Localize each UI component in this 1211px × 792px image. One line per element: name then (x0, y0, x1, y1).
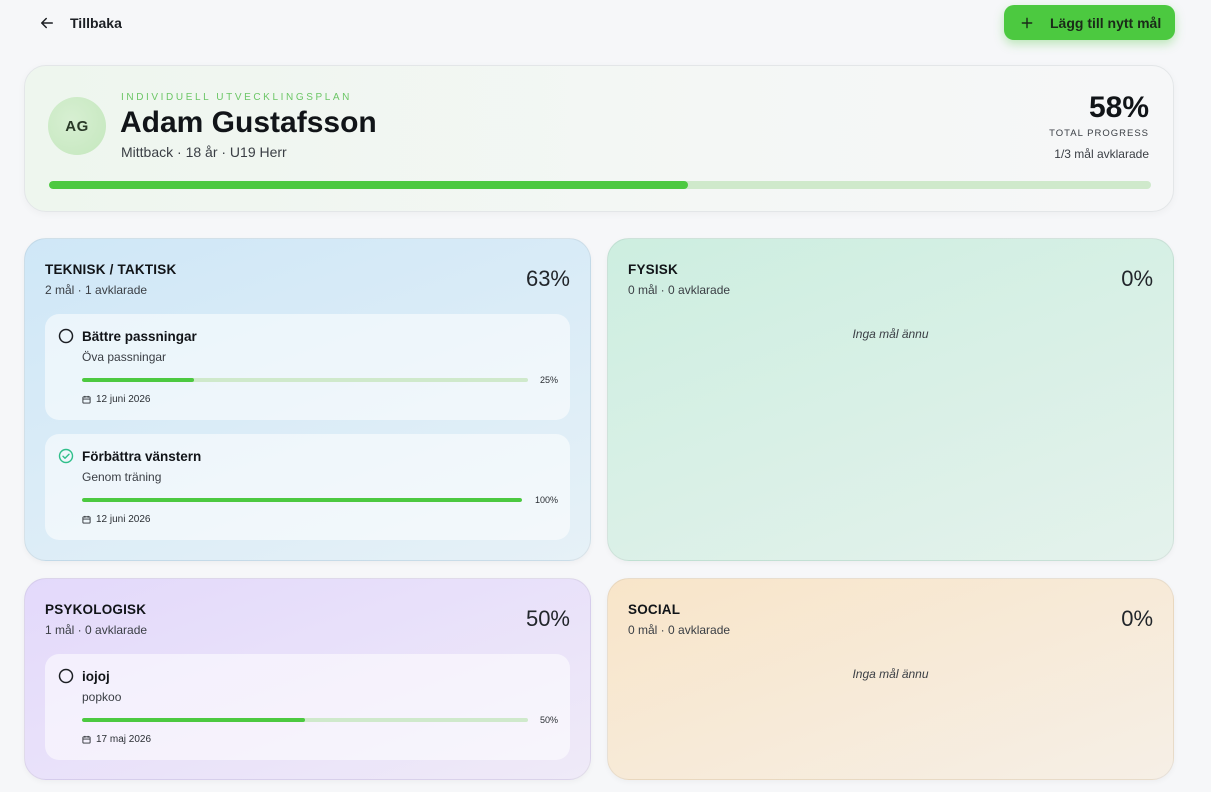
goal-progress-bar (82, 378, 528, 382)
category-progress: 0% (1121, 266, 1153, 291)
category-title: PSYKOLOGISK (45, 602, 147, 617)
player-subtitle: Mittback · 18 år · U19 Herr (121, 144, 287, 160)
check-circle-icon[interactable] (58, 448, 74, 464)
calendar-icon (82, 735, 91, 744)
goal-progress-value: 25% (539, 375, 558, 385)
goals-completed-count: 1/3 mål avklarade (1054, 147, 1149, 161)
goal-item[interactable]: Bättre passningar Öva passningar 25% 12 … (45, 314, 570, 420)
top-bar: Tillbaka Lägg till nytt mål (0, 0, 1211, 50)
goal-progress-value: 50% (539, 715, 558, 725)
goal-progress-fill (82, 718, 305, 722)
goal-title: Förbättra vänstern (82, 449, 202, 464)
goal-date-text: 12 juni 2026 (96, 394, 151, 405)
plan-kicker: INDIVIDUELL UTVECKLINGSPLAN (121, 92, 352, 103)
category-summary: 2 mål · 1 avklarade (45, 283, 148, 297)
add-goal-label: Lägg till nytt mål (1050, 14, 1162, 31)
goal-description: Genom träning (82, 470, 162, 484)
category-title: TEKNISK / TAKTISK (45, 262, 177, 277)
category-progress: 50% (525, 606, 570, 631)
goal-item[interactable]: iojoj popkoo 50% 17 maj 2026 (45, 654, 570, 760)
goal-date-text: 12 juni 2026 (96, 514, 151, 525)
arrow-left-icon (41, 17, 53, 29)
player-summary-card: AG INDIVIDUELL UTVECKLINGSPLAN Adam Gust… (24, 65, 1174, 212)
goal-progress-fill (82, 378, 194, 382)
goal-date: 12 juni 2026 (82, 394, 151, 405)
category-summary: 0 mål · 0 avklarade (628, 283, 731, 297)
total-progress-label: TOTAL PROGRESS (1049, 128, 1149, 139)
category-card-psychological: PSYKOLOGISK 1 mål · 0 avklarade 50% iojo… (24, 578, 591, 780)
avatar: AG (48, 97, 106, 155)
category-title: FYSISK (628, 262, 678, 277)
empty-state: Inga mål ännu (852, 327, 929, 341)
goal-date-text: 17 maj 2026 (96, 734, 152, 745)
back-button[interactable]: Tillbaka (38, 12, 122, 34)
back-label: Tillbaka (70, 15, 122, 31)
goal-title: iojoj (82, 669, 110, 684)
goal-date: 17 maj 2026 (82, 734, 151, 745)
add-goal-button[interactable]: Lägg till nytt mål (1004, 5, 1175, 40)
goal-progress-value: 100% (534, 495, 558, 505)
category-progress: 63% (525, 266, 570, 291)
goal-date: 12 juni 2026 (82, 514, 151, 525)
total-progress-bar (49, 181, 1151, 189)
empty-state: Inga mål ännu (852, 667, 929, 681)
goal-progress-bar (82, 498, 522, 502)
calendar-icon (82, 515, 91, 524)
circle-icon[interactable] (58, 668, 74, 684)
category-summary: 1 mål · 0 avklarade (45, 623, 148, 637)
category-card-physical: FYSISK 0 mål · 0 avklarade 0% Inga mål ä… (607, 238, 1174, 561)
goal-description: popkoo (82, 690, 122, 704)
goal-title: Bättre passningar (82, 329, 197, 344)
goal-progress-bar (82, 718, 528, 722)
calendar-icon (82, 395, 91, 404)
total-progress-value: 58% (1088, 91, 1149, 124)
goal-item[interactable]: Förbättra vänstern Genom träning 100% 12… (45, 434, 570, 540)
goal-description: Öva passningar (82, 350, 167, 364)
category-summary: 0 mål · 0 avklarade (628, 623, 731, 637)
category-card-social: SOCIAL 0 mål · 0 avklarade 0% Inga mål ä… (607, 578, 1174, 780)
category-title: SOCIAL (628, 602, 681, 617)
category-progress: 0% (1121, 606, 1153, 631)
circle-icon[interactable] (58, 328, 74, 344)
player-name: Adam Gustafsson (120, 106, 377, 139)
category-card-technical: TEKNISK / TAKTISK 2 mål · 1 avklarade 63… (24, 238, 591, 561)
plus-icon (1021, 17, 1033, 28)
goal-progress-fill (82, 498, 522, 502)
total-progress-fill (49, 181, 689, 189)
